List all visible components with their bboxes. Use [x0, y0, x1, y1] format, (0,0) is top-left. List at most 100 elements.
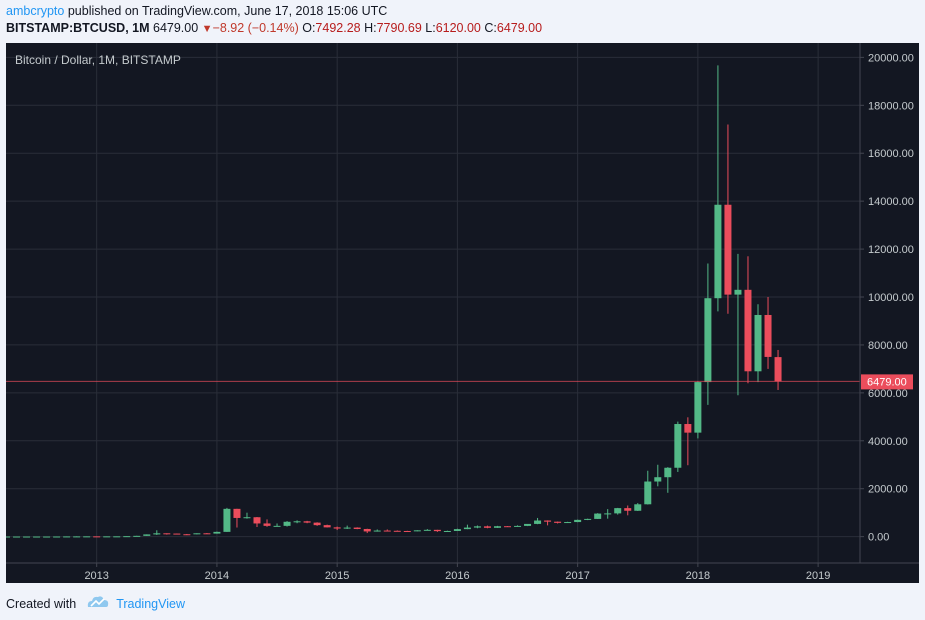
- candle-body: [453, 529, 461, 531]
- candle-body: [664, 467, 672, 478]
- close-value: 6479.00: [496, 21, 543, 35]
- candle: [614, 507, 622, 515]
- last-price-badge: [861, 374, 913, 390]
- time-axis[interactable]: 2013 2014 2015 2016 2017 2018 2019: [84, 563, 830, 582]
- candle-body: [624, 508, 632, 511]
- candle-body: [493, 526, 501, 528]
- grid-lines: [6, 43, 860, 563]
- candle-body: [123, 536, 131, 538]
- candle-body: [534, 520, 542, 524]
- candle: [734, 253, 742, 396]
- candle: [313, 522, 321, 526]
- candle: [754, 304, 762, 383]
- candle-body: [353, 527, 361, 529]
- low-value: 6120.00: [435, 21, 481, 35]
- y-tick-label: 20000.00: [868, 52, 914, 64]
- candle: [393, 530, 401, 532]
- price-axis[interactable]: 20000.00 18000.00 16000.00 14000.00 12000.00…: [860, 52, 914, 544]
- candle: [443, 530, 451, 532]
- candle: [694, 381, 702, 439]
- candle: [153, 530, 161, 535]
- candle: [233, 508, 241, 528]
- candle-body: [83, 536, 91, 538]
- candle: [584, 518, 592, 521]
- candle-body: [133, 535, 141, 537]
- candle-body: [694, 382, 702, 433]
- low-label: L:: [425, 21, 436, 35]
- candle-body: [574, 519, 582, 523]
- symbol-label: BITSTAMP:BTCUSD, 1M: [6, 21, 150, 35]
- candle-body: [644, 481, 652, 505]
- candle: [343, 525, 351, 529]
- candle-body: [754, 314, 762, 372]
- candle-body: [564, 522, 572, 524]
- candle-body: [223, 508, 231, 532]
- chart-title: Bitcoin / Dollar, 1M, BITSTAMP: [15, 53, 181, 67]
- candle-body: [473, 526, 481, 528]
- candle: [453, 528, 461, 532]
- tradingview-link[interactable]: TradingView: [116, 596, 185, 611]
- candle: [524, 523, 532, 527]
- chart-container[interactable]: 20000.00 18000.00 16000.00 14000.00 12000.00…: [6, 43, 919, 583]
- candle: [263, 519, 271, 527]
- candle-body: [443, 530, 451, 532]
- candle-body: [604, 513, 612, 515]
- y-tick-label: 6000.00: [868, 388, 908, 400]
- candle-body: [724, 204, 732, 295]
- candle-body: [153, 533, 161, 535]
- candle-body: [323, 525, 331, 528]
- candle-body: [93, 536, 101, 538]
- x-tick-label: 2015: [325, 570, 349, 582]
- y-tick-label: 2000.00: [868, 484, 908, 496]
- candle: [403, 530, 411, 532]
- candle: [323, 524, 331, 528]
- last-price: 6479.00: [153, 21, 199, 35]
- candle: [83, 536, 91, 538]
- y-tick-label: 18000.00: [868, 100, 914, 112]
- x-tick-label: 2018: [686, 570, 710, 582]
- candle: [624, 505, 632, 516]
- y-tick-label: 16000.00: [868, 148, 914, 160]
- candle: [133, 535, 141, 537]
- candle-body: [744, 289, 752, 372]
- candle-body: [13, 536, 21, 538]
- candle-body: [303, 521, 311, 523]
- x-tick-label: 2016: [445, 570, 469, 582]
- x-tick-label: 2019: [806, 570, 830, 582]
- candle-body: [363, 528, 371, 532]
- candle: [173, 533, 181, 535]
- candle: [644, 470, 652, 505]
- candle-body: [774, 357, 782, 382]
- author-link[interactable]: ambcrypto: [6, 4, 65, 18]
- open-label: O:: [302, 21, 316, 35]
- chart-background: [6, 43, 919, 583]
- candle-body: [333, 527, 341, 529]
- candle: [273, 523, 281, 527]
- candle-body: [283, 521, 291, 526]
- candle: [574, 519, 582, 523]
- candle: [183, 533, 191, 536]
- candle: [363, 528, 371, 534]
- candle: [554, 521, 562, 524]
- candle-body: [704, 298, 712, 383]
- x-tick-label: 2017: [565, 570, 589, 582]
- tradingview-logo-icon: [86, 595, 110, 612]
- candle-body: [243, 517, 251, 519]
- candle: [33, 536, 41, 538]
- candle-body: [273, 525, 281, 527]
- candle-body: [253, 517, 261, 524]
- candle-body: [594, 513, 602, 519]
- candle-body: [373, 530, 381, 532]
- candle: [483, 525, 491, 529]
- candle-body: [43, 536, 51, 538]
- candle-body: [23, 536, 31, 538]
- candle: [73, 536, 81, 538]
- candle: [764, 297, 772, 369]
- candle: [63, 536, 71, 538]
- published-text: published on TradingView.com, June 17, 2…: [67, 4, 388, 18]
- candle-body: [584, 518, 592, 520]
- candle: [534, 517, 542, 525]
- candle-body: [554, 521, 562, 523]
- candlestick-chart[interactable]: 20000.00 18000.00 16000.00 14000.00 12000.00…: [6, 43, 919, 583]
- candle-body: [103, 536, 111, 538]
